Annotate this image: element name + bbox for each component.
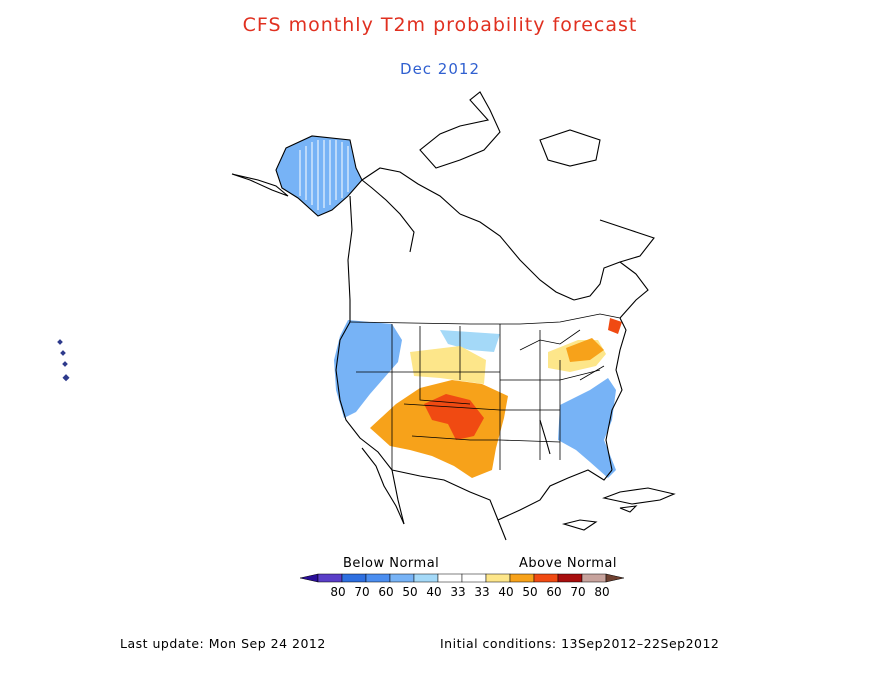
legend-swatch (533, 573, 559, 583)
legend-swatch (509, 573, 535, 583)
legend-swatch (437, 573, 463, 583)
northern-plains-below-normal-region (440, 330, 500, 352)
legend-arrow-left (299, 573, 319, 583)
legend-tick-label: 40 (498, 585, 513, 599)
alaska-hatch (299, 140, 349, 210)
legend-tick-label: 70 (570, 585, 585, 599)
last-update-label: Last update: (120, 636, 205, 651)
legend-tick-label: 60 (546, 585, 561, 599)
legend-tick-label: 50 (402, 585, 417, 599)
forecast-map (57, 91, 676, 541)
legend-swatch (581, 573, 607, 583)
southwest-above-normal-region (370, 380, 508, 478)
southeast-below-normal-region (558, 378, 616, 478)
legend-tick-label: 80 (594, 585, 609, 599)
legend-tick-label: 60 (378, 585, 393, 599)
coastlines (231, 91, 676, 541)
legend-below-normal-label: Below Normal (343, 556, 440, 571)
legend-above-normal-label: Above Normal (519, 556, 617, 571)
legend-swatch (461, 573, 487, 583)
legend-tick-label: 70 (354, 585, 369, 599)
legend-tick-label: 33 (474, 585, 489, 599)
alaska-below-normal-region (276, 136, 362, 216)
legend-swatch (365, 573, 391, 583)
state-borders (349, 313, 621, 470)
initial-conditions: Initial conditions: 13Sep2012–22Sep2012 (440, 636, 719, 651)
legend-tick-label: 40 (426, 585, 441, 599)
maine-high-prob-region (608, 318, 622, 334)
legend-swatch (341, 573, 367, 583)
chart-subtitle: Dec 2012 (400, 60, 480, 78)
legend-swatch (317, 573, 343, 583)
legend-swatch (413, 573, 439, 583)
northeast-above-normal-core (566, 338, 604, 362)
initial-conditions-value: 13Sep2012–22Sep2012 (561, 636, 720, 651)
legend-tick-label: 80 (330, 585, 345, 599)
colorado-high-prob-region (424, 394, 484, 440)
legend-swatch (557, 573, 583, 583)
legend-swatch (485, 573, 511, 583)
legend-tick-label: 50 (522, 585, 537, 599)
legend-swatch (389, 573, 415, 583)
legend-arrow-right (605, 573, 625, 583)
probability-legend: 80 70 60 50 40 33 33 40 50 60 70 80 (299, 573, 625, 599)
rockies-above-normal-light-region (410, 346, 486, 384)
initial-conditions-label: Initial conditions: (440, 636, 557, 651)
last-update: Last update: Mon Sep 24 2012 (120, 636, 326, 651)
chart-title: CFS monthly T2m probability forecast (242, 14, 638, 36)
west-coast-below-normal-region (334, 320, 402, 418)
hawaii-islands (57, 339, 70, 382)
legend-tick-label: 33 (450, 585, 465, 599)
last-update-value: Mon Sep 24 2012 (208, 636, 326, 651)
